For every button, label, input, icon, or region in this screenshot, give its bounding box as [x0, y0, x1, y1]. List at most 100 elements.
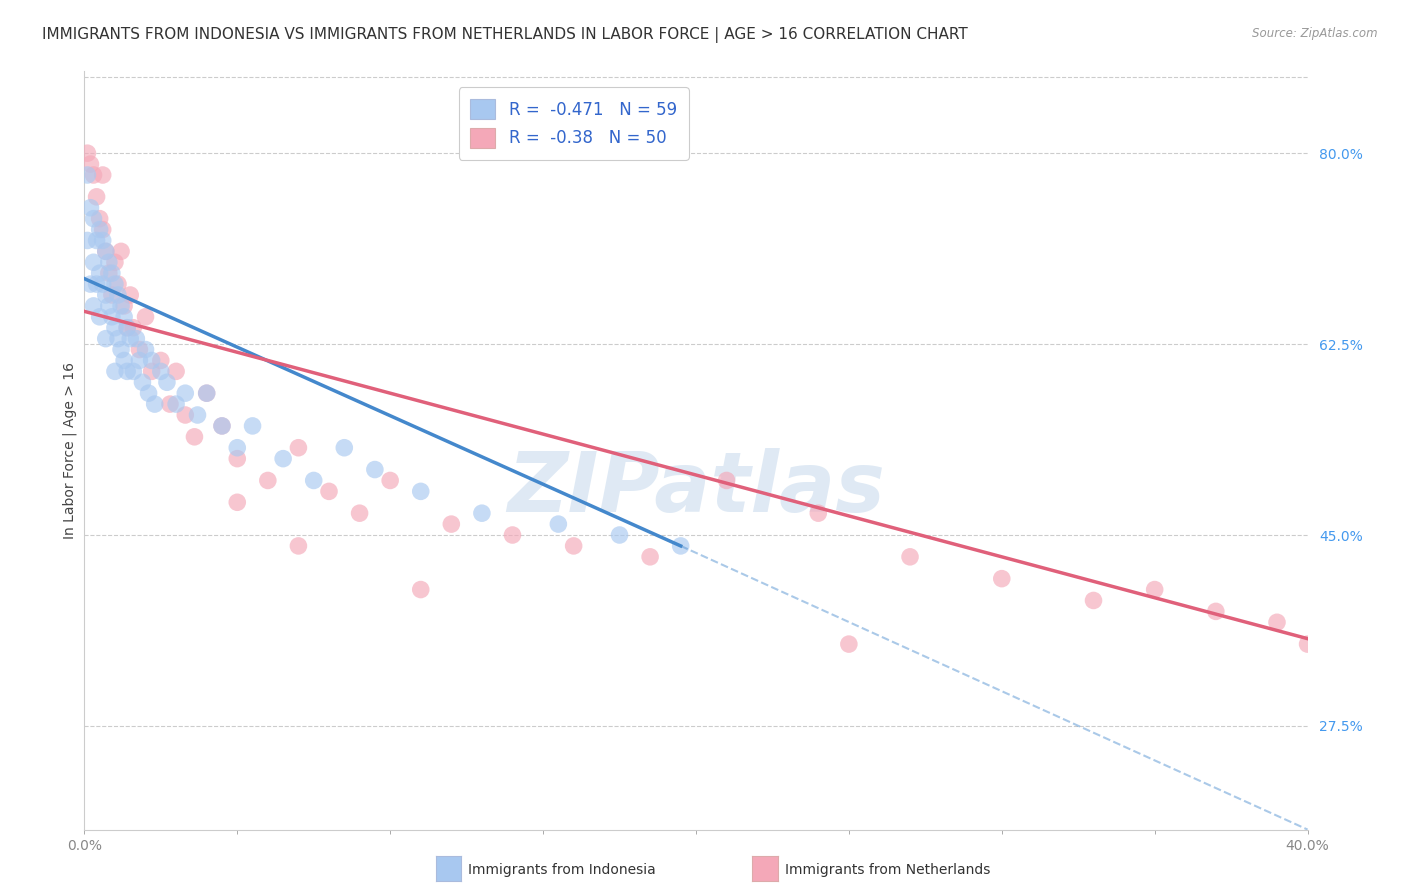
Point: [165, 364, 187, 378]
Point: [1205, 604, 1227, 618]
Point: [242, 418, 264, 433]
Text: ZIPatlas: ZIPatlas: [508, 448, 884, 529]
Point: [125, 332, 148, 346]
Point: [128, 343, 150, 357]
Point: [271, 451, 294, 466]
Point: [76, 146, 98, 161]
Point: [107, 288, 129, 302]
Point: [112, 299, 135, 313]
Point: [89, 211, 111, 226]
Point: [226, 441, 249, 455]
Y-axis label: In Labor Force | Age > 16: In Labor Force | Age > 16: [63, 362, 77, 539]
Point: [1296, 637, 1319, 651]
Text: IMMIGRANTS FROM INDONESIA VS IMMIGRANTS FROM NETHERLANDS IN LABOR FORCE | AGE > : IMMIGRANTS FROM INDONESIA VS IMMIGRANTS …: [42, 27, 967, 43]
Point: [135, 310, 157, 324]
Point: [141, 364, 163, 378]
Point: [79, 157, 101, 171]
Point: [364, 462, 387, 476]
Point: [76, 234, 98, 248]
Point: [89, 310, 111, 324]
Point: [149, 353, 172, 368]
Point: [186, 408, 208, 422]
Point: [101, 310, 124, 324]
Point: [107, 277, 129, 291]
Point: [89, 222, 111, 236]
Point: [638, 549, 661, 564]
Point: [115, 364, 138, 378]
Point: [104, 320, 127, 334]
Point: [94, 288, 117, 302]
Point: [195, 386, 218, 401]
Point: [141, 353, 163, 368]
Point: [122, 364, 145, 378]
Point: [183, 430, 205, 444]
Legend: R =  -0.471   N = 59, R =  -0.38   N = 50: R = -0.471 N = 59, R = -0.38 N = 50: [458, 87, 689, 160]
Point: [110, 244, 132, 259]
Point: [101, 266, 124, 280]
Point: [807, 506, 830, 520]
Point: [211, 418, 233, 433]
Point: [318, 484, 340, 499]
Point: [128, 353, 150, 368]
Point: [120, 332, 142, 346]
Point: [349, 506, 371, 520]
Point: [112, 310, 135, 324]
Point: [898, 549, 921, 564]
Point: [94, 244, 117, 259]
Point: [174, 386, 197, 401]
Text: Source: ZipAtlas.com: Source: ZipAtlas.com: [1253, 27, 1378, 40]
Point: [302, 474, 325, 488]
Point: [1083, 593, 1105, 607]
Point: [86, 277, 108, 291]
Point: [287, 539, 309, 553]
Point: [94, 332, 117, 346]
Point: [409, 582, 432, 597]
Point: [257, 474, 280, 488]
Point: [138, 386, 160, 401]
Point: [120, 288, 142, 302]
Point: [83, 211, 105, 226]
Point: [669, 539, 692, 553]
Point: [104, 364, 127, 378]
Point: [287, 441, 309, 455]
Point: [94, 244, 117, 259]
Point: [143, 397, 166, 411]
Point: [101, 288, 124, 302]
Point: [104, 255, 127, 269]
Point: [333, 441, 356, 455]
Point: [79, 277, 101, 291]
Point: [107, 332, 129, 346]
Point: [131, 376, 153, 390]
Point: [1265, 615, 1288, 630]
Point: [76, 168, 98, 182]
Point: [838, 637, 860, 651]
Point: [609, 528, 631, 542]
Point: [547, 517, 569, 532]
Point: [115, 320, 138, 334]
Text: Immigrants from Indonesia: Immigrants from Indonesia: [468, 863, 657, 877]
Point: [91, 168, 114, 182]
Point: [562, 539, 585, 553]
Text: Immigrants from Netherlands: Immigrants from Netherlands: [785, 863, 990, 877]
Point: [110, 299, 132, 313]
Point: [97, 299, 120, 313]
Point: [89, 266, 111, 280]
Point: [79, 201, 101, 215]
Point: [471, 506, 494, 520]
Point: [83, 168, 105, 182]
Point: [409, 484, 432, 499]
Point: [716, 474, 738, 488]
Point: [174, 408, 197, 422]
Point: [104, 277, 127, 291]
Point: [380, 474, 402, 488]
Point: [91, 234, 114, 248]
Point: [156, 376, 179, 390]
Point: [195, 386, 218, 401]
Point: [211, 418, 233, 433]
Point: [226, 451, 249, 466]
Point: [440, 517, 463, 532]
Point: [97, 255, 120, 269]
Point: [149, 364, 172, 378]
Point: [165, 397, 187, 411]
Point: [159, 397, 181, 411]
